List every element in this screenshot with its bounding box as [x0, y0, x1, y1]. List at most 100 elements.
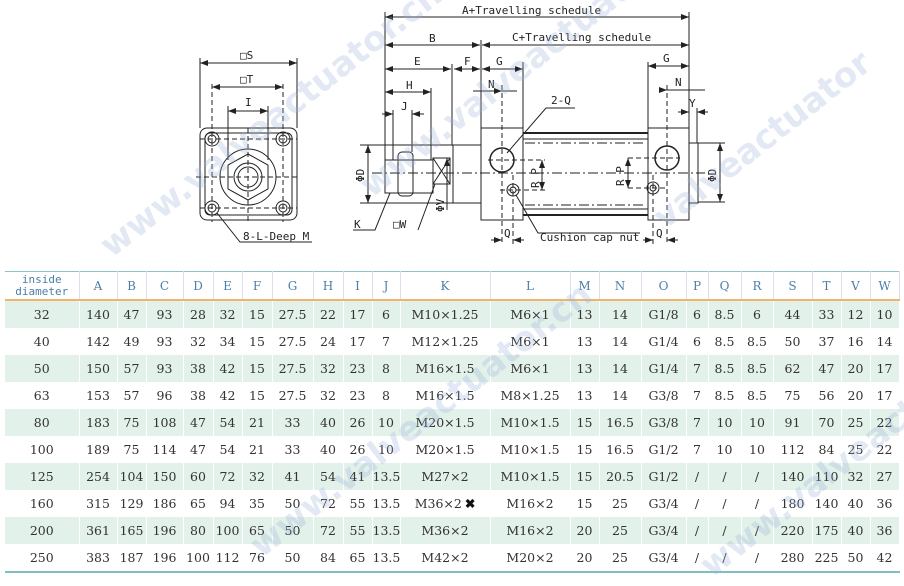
table-cell: 94 [213, 490, 243, 517]
table-cell: 27.5 [272, 355, 314, 382]
table-cell: 8.5 [741, 382, 774, 409]
table-cell: 37 [812, 328, 842, 355]
table-cell: 27.5 [272, 382, 314, 409]
table-cell: M16×2 [490, 490, 571, 517]
table-cell: 254 [79, 463, 118, 490]
cell-value: 8.5 [714, 361, 735, 376]
cell-value: 186 [152, 496, 177, 511]
cell-value: 23 [349, 361, 366, 376]
cell-value: / [722, 523, 727, 538]
cell-value: 40 [320, 415, 336, 430]
cell-value: 160 [29, 496, 54, 511]
table-cell: / [686, 463, 709, 490]
column-header-f: F [242, 271, 273, 301]
table-cell: 72 [313, 517, 344, 544]
table-cell: G3/4 [641, 517, 687, 544]
cell-value: 93 [156, 334, 173, 349]
table-cell: 160 [5, 490, 80, 517]
table-cell: 54 [213, 409, 243, 436]
table-row: 125 254 104 150 60 72 32 41 54 41 13.5 M27×2 M10×1.5… [5, 463, 900, 490]
cell-value: G1/2 [648, 442, 679, 457]
table-row: 80 183 75 108 47 54 21 33 40 26 10 M20×1.5 M10×1.5 15… [5, 409, 900, 436]
table-cell: 91 [773, 409, 813, 436]
table-cell: 38 [183, 355, 214, 382]
cell-value: M8×1.25 [500, 388, 560, 403]
table-row: 63 153 57 96 38 42 15 27.5 32 23 8 M16×1.5 M8×1.25 13… [5, 382, 900, 409]
cell-value: 26 [349, 415, 366, 430]
table-cell: M6×1 [490, 328, 571, 355]
dim-label-q-right: Q [656, 227, 663, 240]
cell-value: 38 [190, 388, 206, 403]
table-cell: G1/2 [641, 463, 687, 490]
table-cell: 25 [599, 490, 642, 517]
table-cell: 27.5 [272, 328, 314, 355]
table-cell: 8 [372, 382, 401, 409]
cell-value: 110 [814, 469, 839, 484]
cell-value: 7 [382, 334, 390, 349]
cell-value: 44 [784, 307, 801, 322]
table-cell: M27×2 [400, 463, 491, 490]
table-cell: 361 [79, 517, 118, 544]
table-cell: 49 [117, 328, 147, 355]
table-cell: 15 [570, 463, 600, 490]
cell-value: G3/8 [648, 388, 679, 403]
cell-value: 22 [876, 415, 893, 430]
dim-label-j: J [401, 100, 408, 113]
cell-value: 62 [784, 361, 801, 376]
table-cell: 8.5 [741, 355, 774, 382]
table-cell: 14 [870, 328, 900, 355]
table-cell: 20 [841, 355, 871, 382]
table-cell: 10 [372, 436, 401, 463]
cell-value: 10 [716, 415, 733, 430]
table-cell: 6 [686, 300, 709, 328]
table-cell: 75 [773, 382, 813, 409]
cell-value: 32 [320, 361, 336, 376]
cell-value: 17 [876, 388, 893, 403]
column-header-h: H [313, 271, 344, 301]
cell-value: 32 [219, 307, 236, 322]
table-cell: G3/4 [641, 544, 687, 573]
table-cell: 47 [183, 436, 214, 463]
table-cell: 65 [183, 490, 214, 517]
table-cell: 32 [841, 463, 871, 490]
dim-label-e: E [414, 55, 421, 68]
table-cell: 27.5 [272, 300, 314, 328]
table-cell: 32 [313, 382, 344, 409]
cell-value: 6 [382, 307, 390, 322]
cell-value: 25 [847, 442, 864, 457]
column-header-e: E [213, 271, 243, 301]
table-cell: 75 [117, 409, 147, 436]
dim-label-phi-d-right: ΦD [706, 169, 719, 182]
table-cell: 76 [242, 544, 273, 573]
cell-value: 125 [29, 469, 54, 484]
cell-value: 10 [749, 415, 765, 430]
cell-value: 40 [847, 496, 864, 511]
column-header-p: P [686, 271, 709, 301]
technical-drawing: □S □T I 8-L-Deep M A+Travelling schedule… [196, 4, 725, 245]
dim-label-cushion: Cushion cap nut [540, 231, 639, 244]
cell-value: 65 [349, 550, 366, 565]
cell-value: 15 [249, 334, 265, 349]
table-cell: 7 [686, 409, 709, 436]
cell-value: 13.5 [372, 469, 401, 484]
cell-value: / [754, 496, 760, 511]
table-cell: 140 [773, 463, 813, 490]
table-cell: M10×1.25 [400, 300, 491, 328]
cell-value: 27.5 [278, 307, 307, 322]
table-cell: 65 [343, 544, 373, 573]
table-cell: 50 [272, 490, 314, 517]
table-cell: 15 [242, 328, 273, 355]
cell-value: M10×1.5 [500, 442, 560, 457]
table-cell: 40 [313, 409, 344, 436]
cell-value: 76 [249, 550, 265, 565]
table-cell: G3/8 [641, 382, 687, 409]
table-cell: 6 [686, 328, 709, 355]
table-cell: M10×1.5 [490, 463, 571, 490]
cell-value: 250 [29, 550, 54, 565]
column-header-o: O [641, 271, 687, 301]
cell-value: M20×1.5 [415, 442, 475, 457]
table-cell: G3/4 [641, 490, 687, 517]
cell-value: 27 [876, 469, 893, 484]
table-cell: 187 [117, 544, 147, 573]
table-cell: 20 [570, 517, 600, 544]
